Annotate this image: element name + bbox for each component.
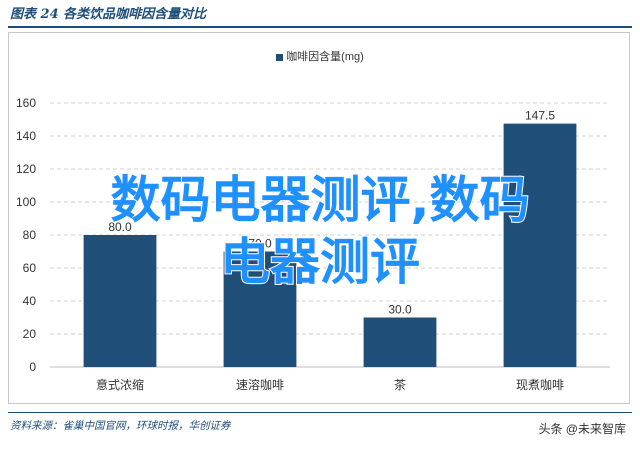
figure-header: 图表 24 各类饮品咖啡因含量对比 [0,0,640,24]
legend-label: 咖啡因含量(mg) [286,51,364,63]
header-rule [8,26,632,28]
x-tick-label: 意式浓缩 [96,377,144,392]
y-tick-label: 80 [23,228,37,242]
y-tick-label: 100 [16,195,36,209]
x-tick-label: 现煮咖啡 [516,377,564,392]
bar [223,251,297,367]
x-tick-label: 茶 [394,377,406,392]
bar [363,317,437,367]
y-tick-label: 0 [29,360,36,374]
data-label: 70.0 [248,237,272,251]
y-tick-label: 20 [23,327,37,341]
bar [83,235,157,367]
footer-rule [8,412,632,413]
y-tick-label: 60 [23,261,37,275]
y-tick-label: 140 [16,129,36,143]
bar [503,123,577,367]
data-label: 80.0 [108,220,132,234]
chart-legend: 咖啡因含量(mg) [0,48,640,64]
figure-title: 图表 24 各类饮品咖啡因含量对比 [10,6,207,22]
x-tick-label: 速溶咖啡 [236,377,284,392]
y-tick-label: 160 [16,96,36,110]
brand-watermark: 头条 @未来智库 [538,422,626,436]
data-label: 147.5 [525,109,555,123]
legend-swatch [276,53,284,61]
y-tick-label: 40 [23,294,37,308]
source-note: 资料来源：雀巢中国官网，环球时报，华创证券 [10,420,231,432]
data-label: 30.0 [388,303,412,317]
y-tick-label: 120 [16,162,36,176]
